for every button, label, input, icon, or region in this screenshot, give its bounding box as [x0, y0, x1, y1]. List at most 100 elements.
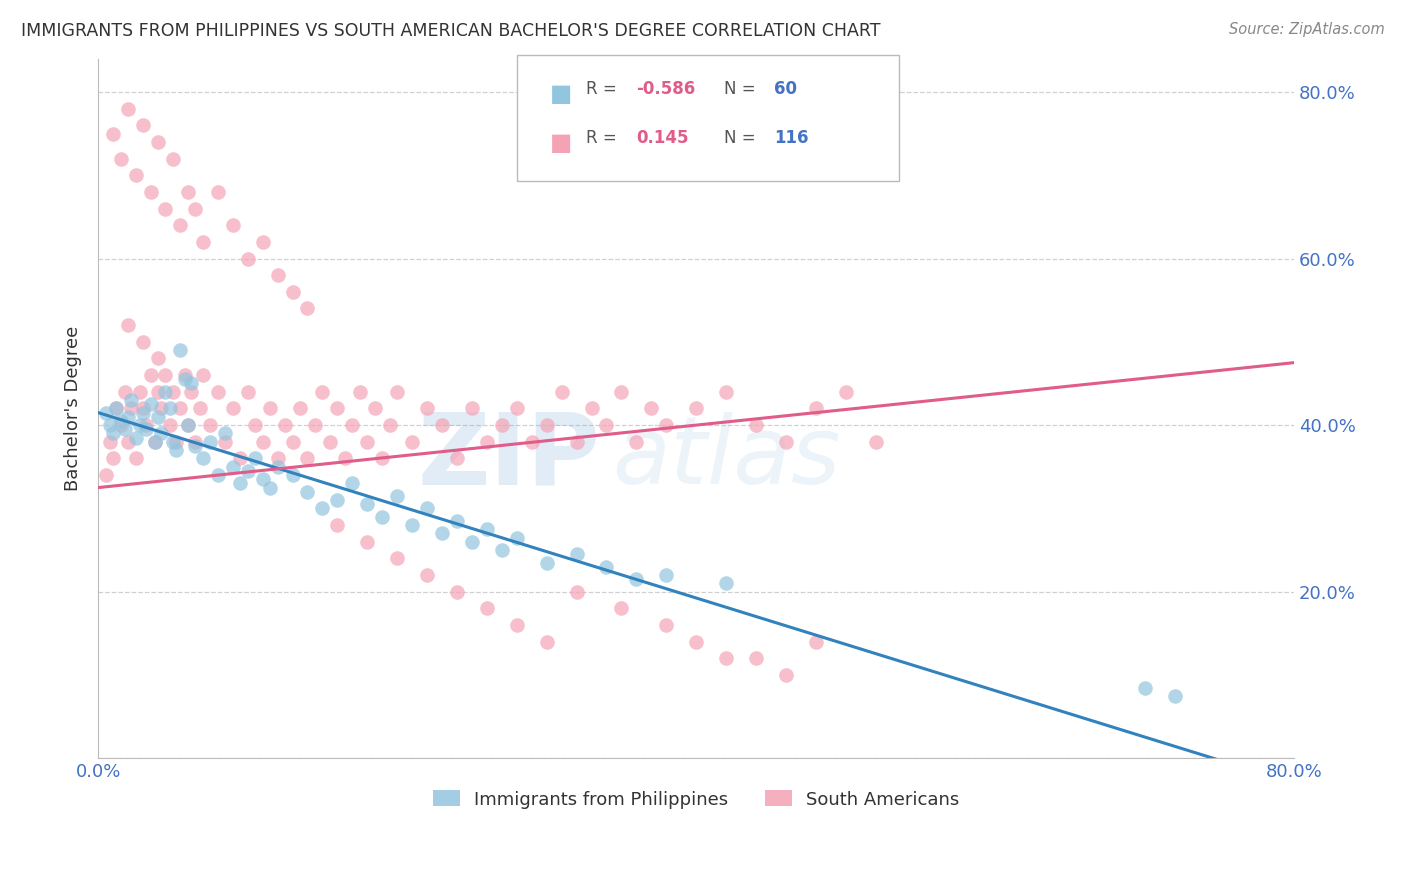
Text: N =: N =	[724, 129, 761, 147]
Point	[169, 343, 191, 358]
Point	[610, 601, 633, 615]
Y-axis label: Bachelor's Degree: Bachelor's Degree	[65, 326, 82, 491]
Point	[214, 434, 236, 449]
Point	[266, 268, 288, 282]
Text: 116: 116	[773, 129, 808, 147]
Point	[94, 468, 117, 483]
Point	[745, 418, 768, 433]
Point	[184, 202, 207, 216]
Point	[281, 468, 304, 483]
Point	[191, 451, 214, 466]
Point	[155, 202, 177, 216]
Text: Source: ZipAtlas.com: Source: ZipAtlas.com	[1229, 22, 1385, 37]
Point	[214, 426, 236, 441]
Point	[804, 401, 827, 416]
Point	[159, 418, 181, 433]
Point	[101, 451, 124, 466]
Text: ZIP: ZIP	[418, 409, 600, 506]
Point	[124, 168, 146, 182]
Point	[506, 618, 529, 632]
Point	[124, 451, 146, 466]
Point	[356, 534, 378, 549]
Point	[385, 384, 408, 399]
Point	[114, 422, 136, 436]
Point	[281, 434, 304, 449]
Point	[132, 334, 155, 349]
Point	[117, 434, 139, 449]
Point	[132, 401, 155, 416]
Text: N =: N =	[724, 80, 761, 98]
Point	[252, 472, 274, 486]
Point	[430, 418, 453, 433]
Point	[173, 372, 195, 386]
Point	[139, 368, 162, 383]
Point	[149, 426, 172, 441]
Point	[446, 514, 468, 528]
Point	[236, 252, 259, 266]
Point	[378, 418, 401, 433]
Point	[101, 127, 124, 141]
Point	[200, 434, 222, 449]
Point	[229, 476, 252, 491]
Point	[117, 409, 139, 424]
Point	[364, 401, 387, 416]
Point	[333, 451, 356, 466]
Point	[110, 414, 132, 428]
Point	[180, 384, 202, 399]
Point	[655, 618, 678, 632]
Point	[565, 547, 588, 561]
Point	[714, 576, 737, 591]
Point	[475, 434, 498, 449]
Point	[311, 501, 333, 516]
Point	[385, 489, 408, 503]
Point	[475, 601, 498, 615]
Point	[143, 434, 166, 449]
Point	[162, 434, 184, 449]
Point	[506, 531, 529, 545]
Point	[101, 426, 124, 441]
Point	[1133, 681, 1156, 695]
Point	[536, 634, 558, 648]
Point	[110, 152, 132, 166]
Point	[243, 451, 266, 466]
Point	[565, 434, 588, 449]
Text: -0.586: -0.586	[637, 80, 696, 98]
Point	[416, 401, 439, 416]
Text: ■: ■	[550, 82, 572, 105]
Point	[188, 401, 211, 416]
Point	[319, 434, 342, 449]
Legend: Immigrants from Philippines, South Americans: Immigrants from Philippines, South Ameri…	[426, 783, 967, 816]
Text: ■: ■	[550, 130, 572, 154]
Point	[222, 218, 245, 232]
Point	[416, 501, 439, 516]
Point	[326, 518, 349, 533]
Point	[143, 434, 166, 449]
Point	[342, 476, 364, 491]
Point	[640, 401, 662, 416]
Point	[356, 434, 378, 449]
Point	[685, 401, 707, 416]
Point	[491, 418, 513, 433]
Point	[98, 434, 121, 449]
Point	[98, 418, 121, 433]
Point	[342, 418, 364, 433]
Point	[139, 397, 162, 411]
Text: 0.145: 0.145	[637, 129, 689, 147]
Point	[149, 401, 172, 416]
Point	[243, 418, 266, 433]
Point	[595, 418, 617, 433]
FancyBboxPatch shape	[517, 55, 900, 181]
Point	[180, 376, 202, 391]
Point	[371, 451, 394, 466]
Point	[401, 434, 423, 449]
Point	[626, 434, 648, 449]
Point	[865, 434, 887, 449]
Point	[595, 559, 617, 574]
Point	[252, 235, 274, 249]
Point	[173, 368, 195, 383]
Point	[804, 634, 827, 648]
Point	[401, 518, 423, 533]
Text: 60: 60	[773, 80, 797, 98]
Point	[184, 439, 207, 453]
Point	[1163, 689, 1185, 703]
